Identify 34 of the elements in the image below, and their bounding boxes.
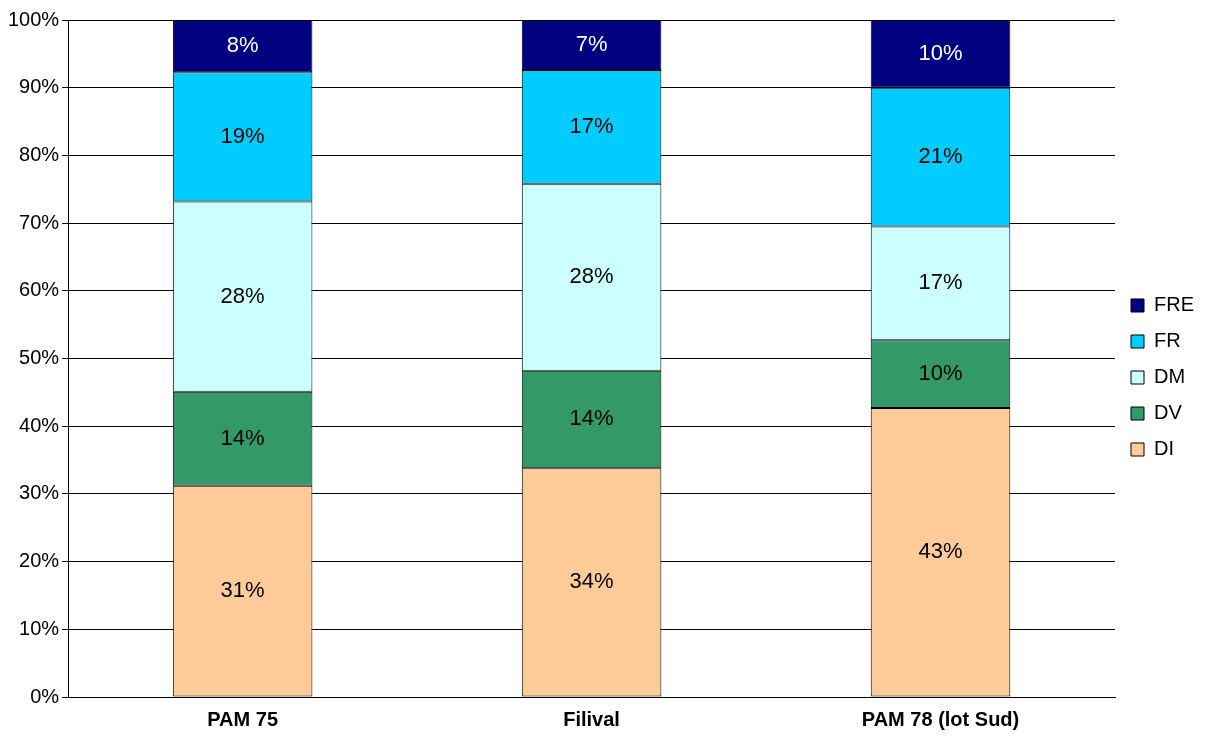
data-label: 10% (918, 360, 963, 386)
y-tick-label: 50% (19, 346, 60, 369)
data-label: 28% (220, 282, 265, 308)
data-label: 19% (220, 122, 265, 148)
y-tick-label: 80% (19, 142, 60, 165)
legend-label: DV (1154, 401, 1183, 424)
y-tick-label: 10% (19, 616, 60, 639)
y-tick-label: 40% (19, 413, 60, 436)
legend-label: FR (1154, 329, 1181, 352)
y-tick-label: 100% (8, 7, 60, 30)
data-label: 8% (226, 32, 259, 58)
data-label: 14% (569, 405, 614, 431)
data-label: 28% (569, 263, 614, 289)
x-tick-label: PAM 78 (lot Sud) (861, 707, 1020, 730)
legend-label: DM (1154, 365, 1186, 388)
y-tick-label: 0% (30, 684, 60, 707)
data-label: 7% (575, 31, 608, 57)
data-label: 21% (918, 143, 963, 169)
y-tick-label: 30% (19, 481, 60, 504)
x-tick-label: PAM 75 (207, 707, 279, 730)
legend-label: DI (1154, 437, 1174, 460)
data-label: 31% (220, 577, 265, 603)
y-tick-label: 90% (19, 75, 60, 98)
data-label: 34% (569, 568, 614, 594)
y-tick-label: 20% (19, 549, 60, 572)
data-label: 10% (918, 39, 963, 65)
legend-label: FRE (1154, 293, 1194, 316)
x-tick-label: Filival (563, 707, 620, 730)
data-label: 17% (569, 113, 614, 139)
data-label: 14% (220, 424, 265, 450)
data-label: 17% (918, 269, 963, 295)
y-tick-label: 70% (19, 210, 60, 233)
y-tick-label: 60% (19, 278, 60, 301)
data-label: 43% (918, 538, 963, 564)
